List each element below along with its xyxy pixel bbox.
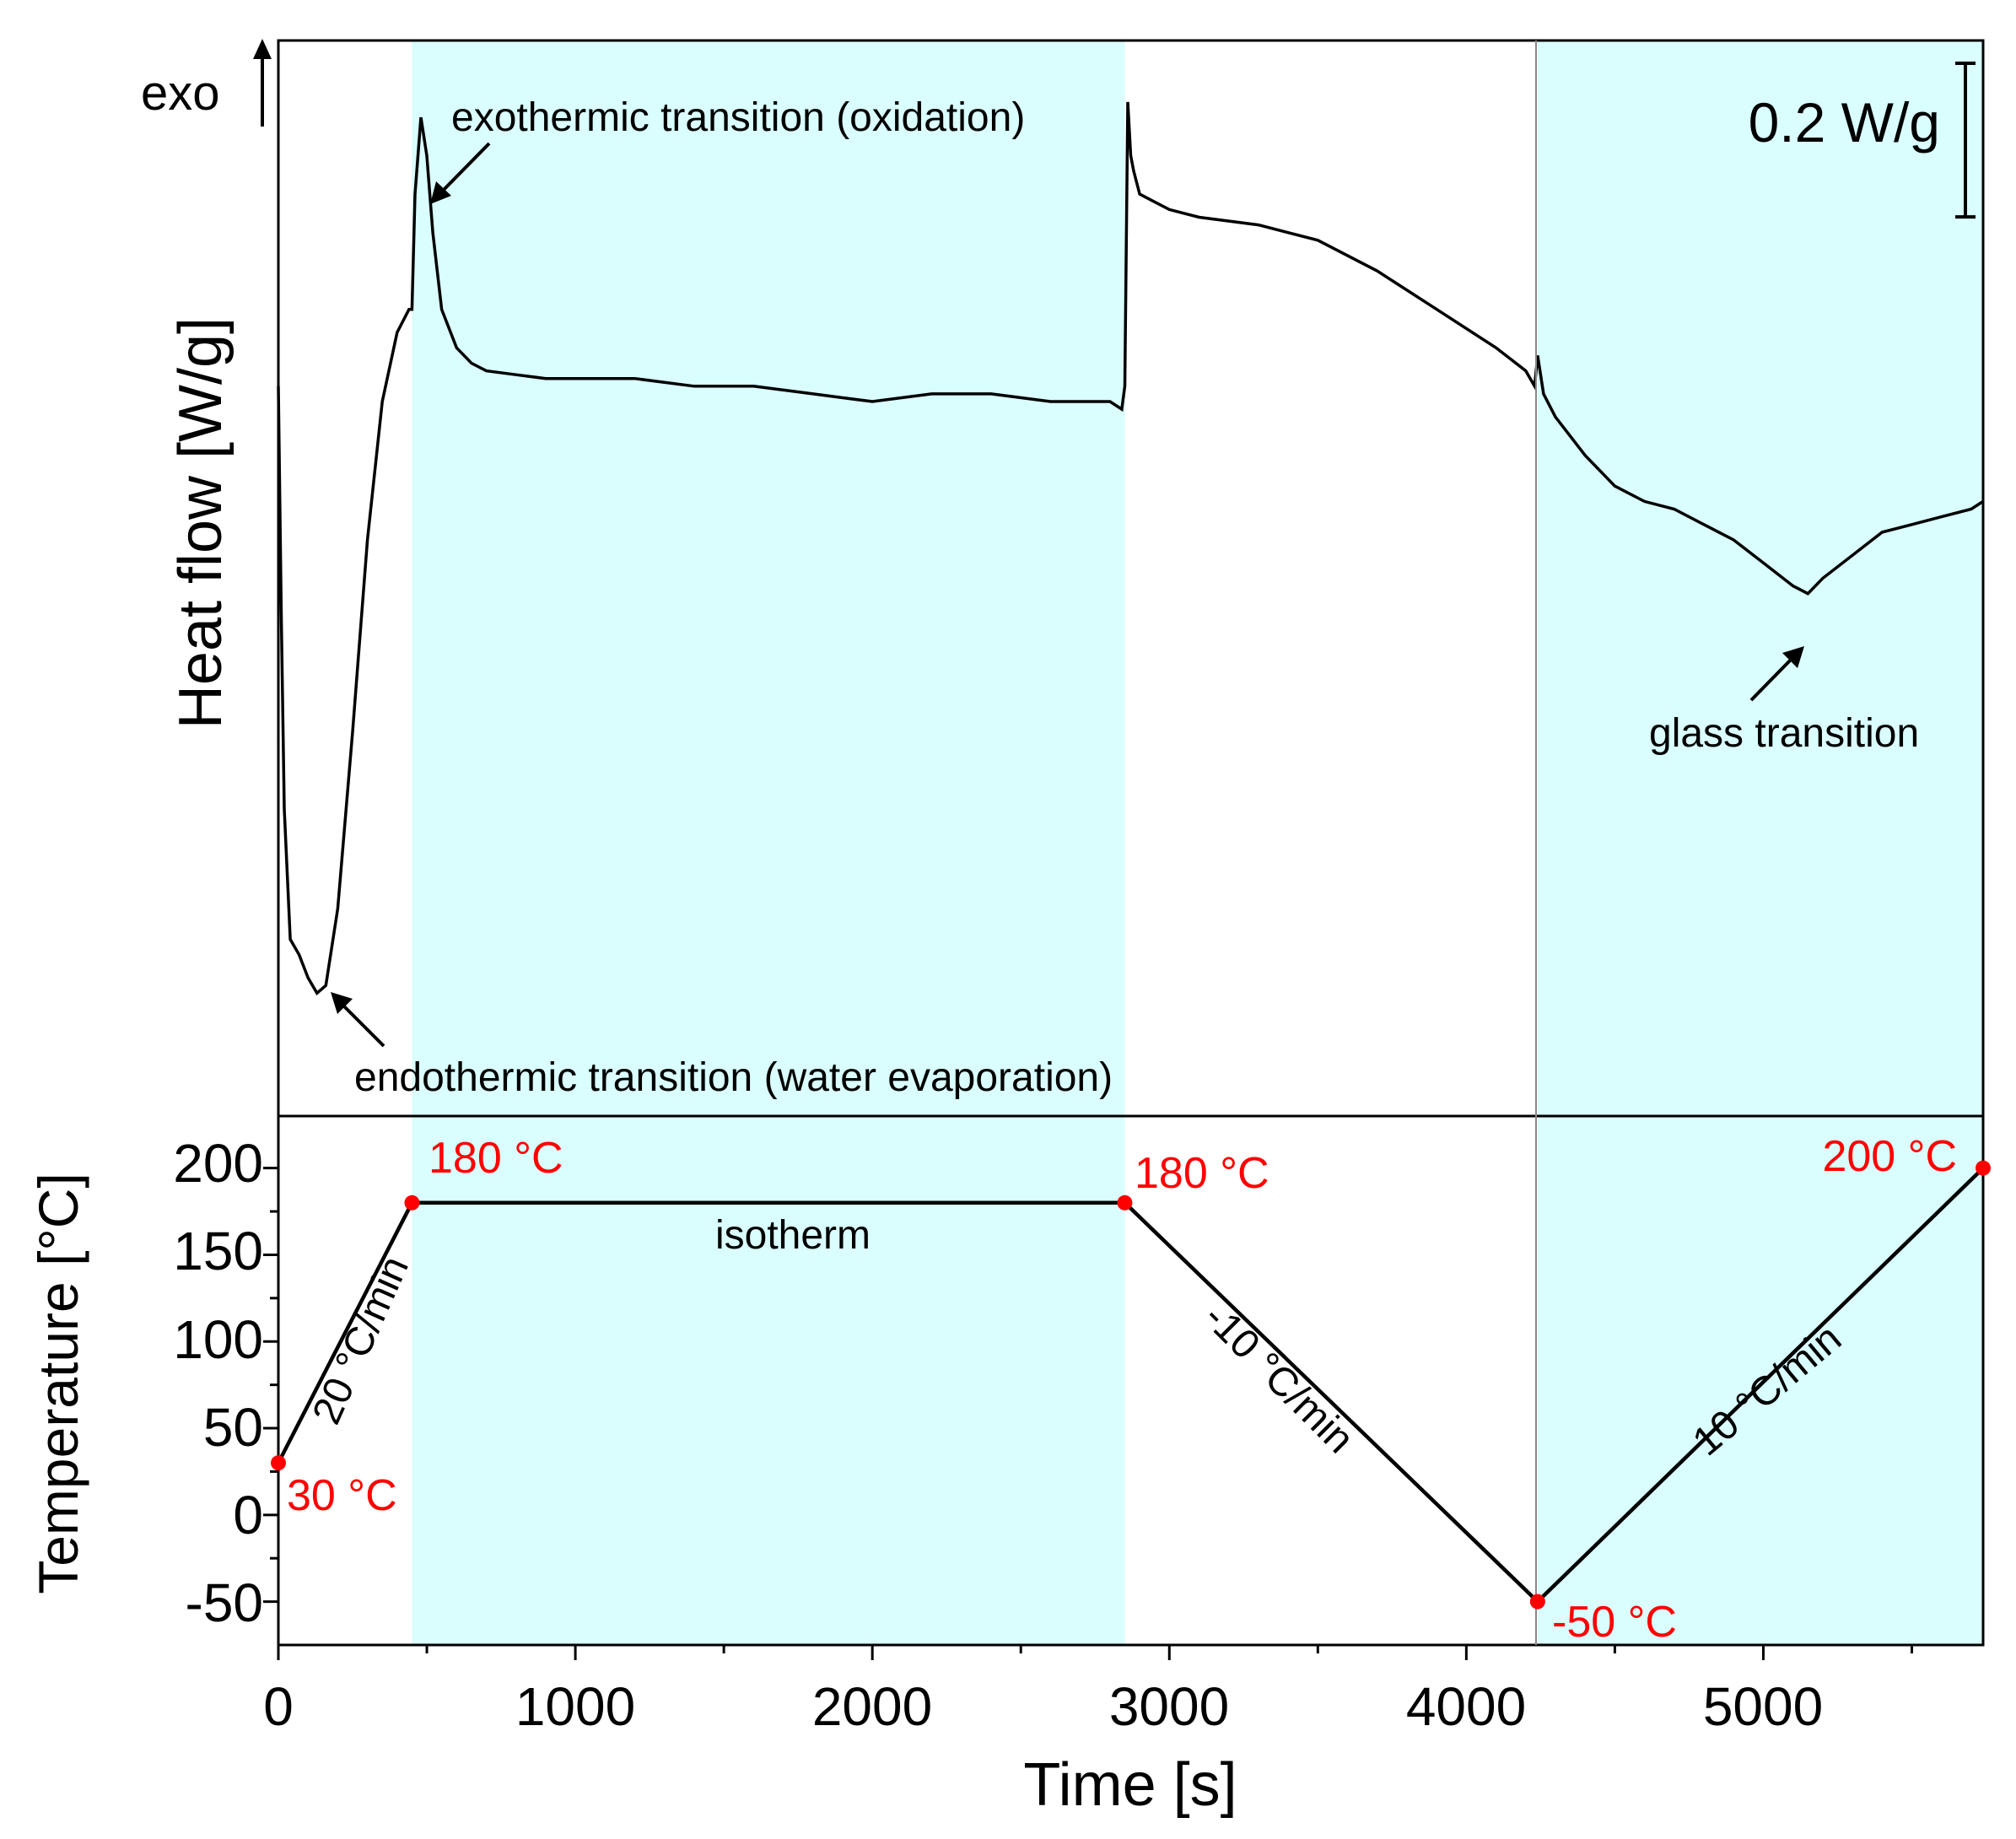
shaded-region [412,40,1125,1645]
scale-bar-label: 0.2 W/g [1749,91,1940,154]
temperature-plot-frame [277,1114,1985,1647]
axis-ticks [263,1167,1913,1660]
y-tick-label: 150 [173,1221,263,1281]
y-tick-label: -50 [186,1572,264,1633]
y-tick-label: 200 [173,1133,263,1194]
temperature-point [1117,1195,1133,1211]
point-label-180-start: 180 °C [429,1134,563,1183]
segment-label-heating-20: 20 °C/min [305,1249,418,1431]
exo-label: exo [141,66,220,121]
temperature-point [404,1195,420,1211]
y-tick-labels: 200 150 100 50 0 -50 [173,1133,263,1633]
shaded-region [1537,40,1983,1645]
temperature-point [1529,1594,1545,1610]
x-tick-label: 3000 [1109,1676,1229,1737]
point-label-30: 30 °C [287,1471,397,1520]
scale-bar [1955,62,1976,219]
y-tick-label: 100 [173,1309,263,1370]
point-label-200: 200 °C [1822,1132,1957,1181]
annotation-water-evaporation-arrow [331,992,385,1048]
x-tick-labels: 0 1000 2000 3000 4000 5000 [263,1676,1823,1737]
y-tick-label: 50 [203,1397,263,1458]
annotation-glass-transition: glass transition [1649,711,1919,756]
annotation-oxidation: exothermic transition (oxidation) [451,95,1025,140]
annotation-water-evaporation: endothermic transition (water evaporatio… [354,1055,1113,1100]
x-tick-label: 4000 [1406,1676,1526,1737]
x-tick-label: 1000 [515,1676,635,1737]
segment-label-isotherm: isotherm [715,1213,871,1258]
temperature-axis-title: Temperature [°C] [27,1173,89,1594]
x-axis-title: Time [s] [1023,1751,1237,1819]
annotation-glass-transition-arrow [1749,646,1804,702]
exo-arrow-icon [253,39,272,127]
segment-label-cooling-10: -10 °C/min [1195,1295,1362,1462]
temperature-point [1976,1160,1991,1176]
heat-flow-axis-title: Heat flow [W/g] [167,317,234,729]
annotation-oxidation-arrow [430,142,491,204]
y-tick-label: 0 [233,1485,263,1545]
x-tick-label: 5000 [1703,1676,1823,1737]
heat-flow-curve [277,101,1984,996]
x-tick-label: 2000 [812,1676,932,1737]
temperature-point [271,1455,286,1471]
shaded-regions [412,40,1983,1645]
point-label-180-end: 180 °C [1135,1149,1269,1198]
temperature-points [271,1160,1991,1610]
x-tick-label: 0 [263,1676,294,1737]
point-label-minus50: -50 °C [1552,1598,1677,1647]
